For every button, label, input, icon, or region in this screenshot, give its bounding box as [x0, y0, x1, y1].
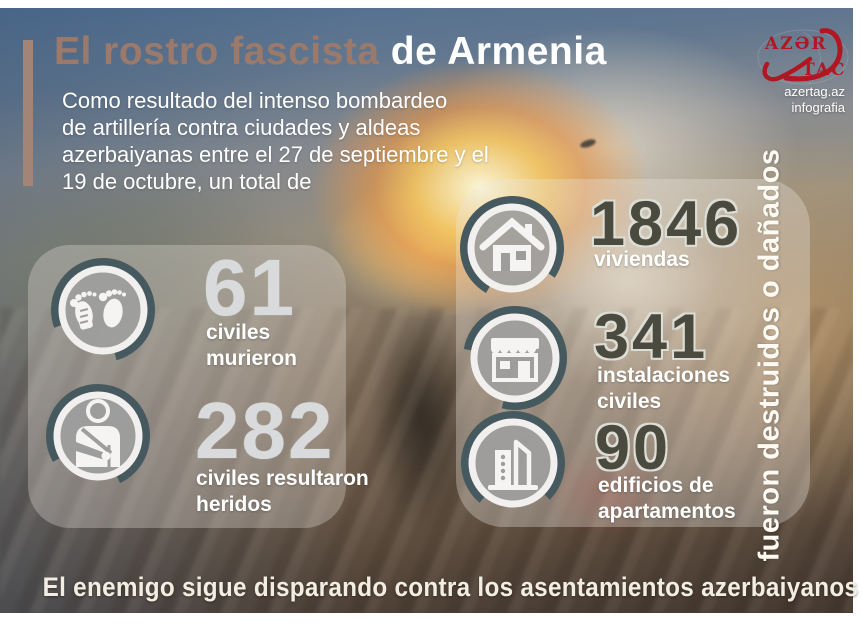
injured-person-icon — [43, 381, 153, 491]
stat-value-deaths: 61 — [203, 243, 296, 332]
house-icon — [457, 193, 567, 303]
ruin-debris-highlight — [540, 213, 720, 343]
stat-label-injured: civiles resultaron heridos — [196, 467, 369, 516]
stat-label-houses: viviendas — [594, 248, 690, 271]
stat-value-injured: 282 — [195, 386, 335, 475]
title-rest-text: de Armenia — [379, 30, 607, 73]
apartment-building-icon — [458, 408, 568, 518]
title-accent-text: El rostro fascista — [54, 30, 380, 73]
stat-value-apartments: 90 — [595, 413, 672, 483]
destroyed-damaged-caption: fueron destruidos o dañados — [753, 148, 786, 562]
footprints-toe-tag-icon — [48, 255, 158, 365]
sitting-person-silhouette — [368, 300, 476, 535]
logo-word-tac: TAC — [802, 60, 847, 80]
falling-shell-speck — [579, 137, 597, 150]
subtitle-line: de artillería contra ciudades y aldeas — [62, 115, 421, 140]
subtitle-line: Como resultado del intenso bombardeo — [62, 88, 448, 113]
title-accent-bar — [23, 40, 33, 186]
logo-word-azer: AZƏR — [765, 34, 828, 54]
stat-label-apartments: edificios de apartamentos — [598, 474, 736, 523]
footer-tagline: El enemigo sigue disparando contra los a… — [42, 572, 859, 602]
subtitle-line: azerbaiyanas entre el 27 de septiembre y… — [62, 142, 489, 167]
stat-label-deaths: civiles murieron — [206, 321, 298, 370]
stat-label-facilities: instalaciones civiles — [597, 364, 731, 413]
azertac-logo: AZƏR TAC azertag.az infografia — [753, 24, 853, 124]
logo-caption-url: azertag.az — [784, 84, 845, 99]
page-title: El rostro fascista de Armenia — [54, 30, 607, 74]
subtitle: Como resultado del intenso bombardeo de … — [62, 87, 489, 195]
logo-caption-type: infografia — [791, 100, 845, 115]
stat-value-houses: 1846 — [590, 189, 743, 259]
stat-value-facilities: 341 — [594, 302, 709, 372]
subtitle-line: 19 de octubre, un total de — [62, 169, 312, 194]
shop-icon — [460, 303, 570, 413]
logo-swoosh-icon — [757, 28, 849, 85]
